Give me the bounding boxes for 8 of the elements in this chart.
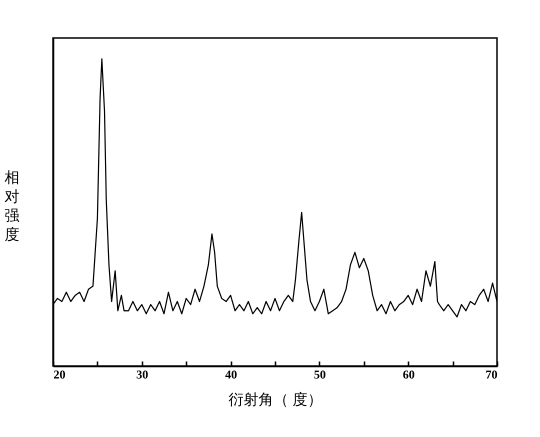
x-tick-label: 20 bbox=[54, 368, 66, 382]
x-tick-label: 60 bbox=[402, 368, 415, 382]
x-tick-label: 30 bbox=[136, 368, 148, 382]
y-axis-title: 相对强度 bbox=[4, 170, 20, 244]
x-tick-label: 70 bbox=[486, 368, 498, 382]
x-axis-title: 衍射角（ 度） bbox=[228, 392, 322, 408]
x-tick-label: 50 bbox=[314, 368, 326, 382]
x-tick-label: 40 bbox=[225, 368, 238, 382]
